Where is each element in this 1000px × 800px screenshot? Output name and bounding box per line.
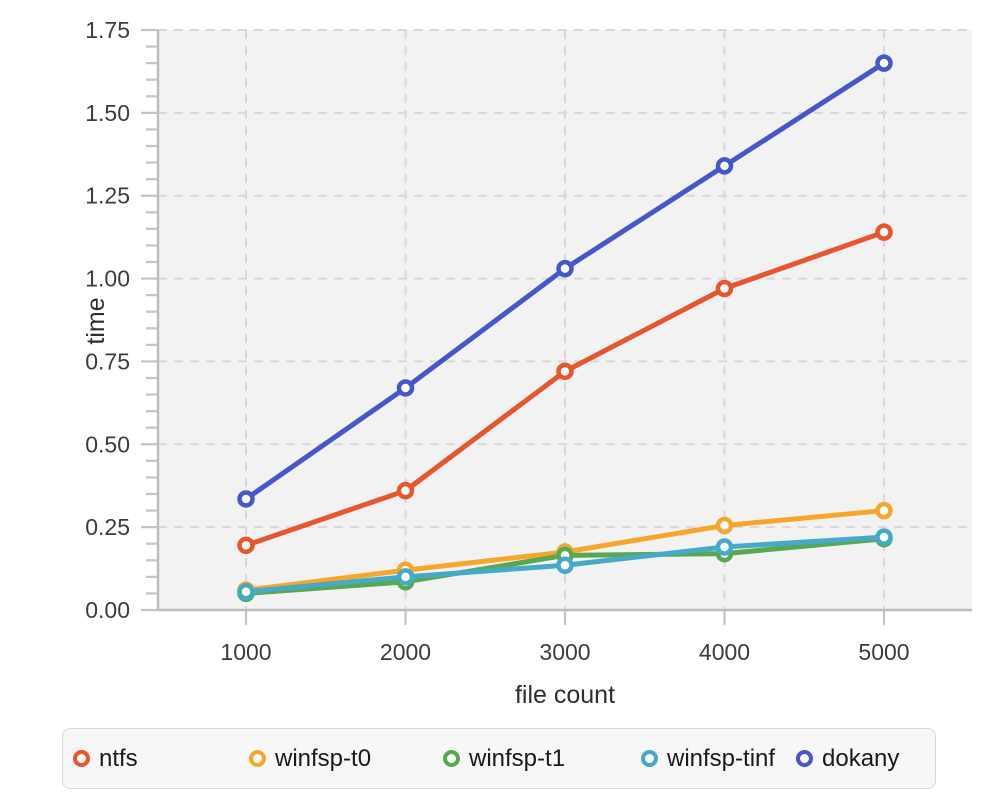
data-point-dokany-5000 xyxy=(875,54,893,72)
y-tick-label: 1.75 xyxy=(85,17,130,43)
y-tick-label: 0.75 xyxy=(85,348,130,374)
legend-marker-winfsp-tinf-icon xyxy=(641,750,658,767)
data-point-ntfs-3000 xyxy=(556,362,574,381)
data-point-winfsp-tinf-2000 xyxy=(396,568,415,586)
legend-marker-winfsp-t0-icon xyxy=(249,750,266,767)
y-axis-title: time xyxy=(82,297,110,344)
data-point-ntfs-1000 xyxy=(237,536,255,555)
data-point-ntfs-5000 xyxy=(875,223,893,241)
legend-item-winfsp-tinf[interactable]: winfsp-tinf xyxy=(641,745,775,773)
y-tick-label: 0.50 xyxy=(85,431,130,457)
legend-item-ntfs[interactable]: ntfs xyxy=(73,745,138,773)
y-tick-label: 1.25 xyxy=(85,183,130,209)
legend-label-dokany: dokany xyxy=(822,744,900,772)
x-tick-label: 1000 xyxy=(220,639,271,665)
y-tick-label: 0.00 xyxy=(85,597,130,623)
x-tick-label: 5000 xyxy=(858,639,909,665)
data-point-winfsp-tinf-3000 xyxy=(556,556,574,575)
legend-marker-dokany-icon xyxy=(796,750,813,767)
data-point-winfsp-t0-5000 xyxy=(875,501,893,520)
chart-legend: ntfs winfsp-t0 winfsp-t1 winfsp-tinf dokany xyxy=(62,728,936,789)
y-tick-label: 1.50 xyxy=(85,100,130,126)
y-tick-label: 1.00 xyxy=(85,266,130,292)
data-point-dokany-4000 xyxy=(715,157,734,175)
data-point-ntfs-2000 xyxy=(396,481,415,500)
x-tick-label: 3000 xyxy=(539,639,590,665)
data-point-winfsp-tinf-4000 xyxy=(715,538,734,556)
data-point-winfsp-tinf-1000 xyxy=(237,583,255,601)
x-axis-title: file count xyxy=(515,681,615,709)
data-point-dokany-1000 xyxy=(237,490,255,508)
x-tick-label: 2000 xyxy=(380,639,431,665)
legend-marker-winfsp-t1-icon xyxy=(443,750,460,767)
data-point-winfsp-t0-4000 xyxy=(715,516,734,535)
legend-item-winfsp-t0[interactable]: winfsp-t0 xyxy=(249,745,371,773)
legend-item-dokany[interactable]: dokany xyxy=(796,745,899,773)
data-point-winfsp-tinf-5000 xyxy=(875,528,893,546)
legend-item-winfsp-t1[interactable]: winfsp-t1 xyxy=(443,745,565,773)
y-tick-label: 0.25 xyxy=(85,514,130,540)
legend-label-winfsp-tinf: winfsp-tinf xyxy=(667,744,776,772)
x-tick-label: 4000 xyxy=(699,639,750,665)
data-point-dokany-3000 xyxy=(556,259,574,278)
legend-label-winfsp-t1: winfsp-t1 xyxy=(469,744,566,772)
data-point-ntfs-4000 xyxy=(715,279,734,298)
legend-label-winfsp-t0: winfsp-t0 xyxy=(275,744,372,772)
data-point-dokany-2000 xyxy=(396,379,415,397)
legend-marker-ntfs-icon xyxy=(73,750,90,767)
legend-label-ntfs: ntfs xyxy=(99,744,138,772)
